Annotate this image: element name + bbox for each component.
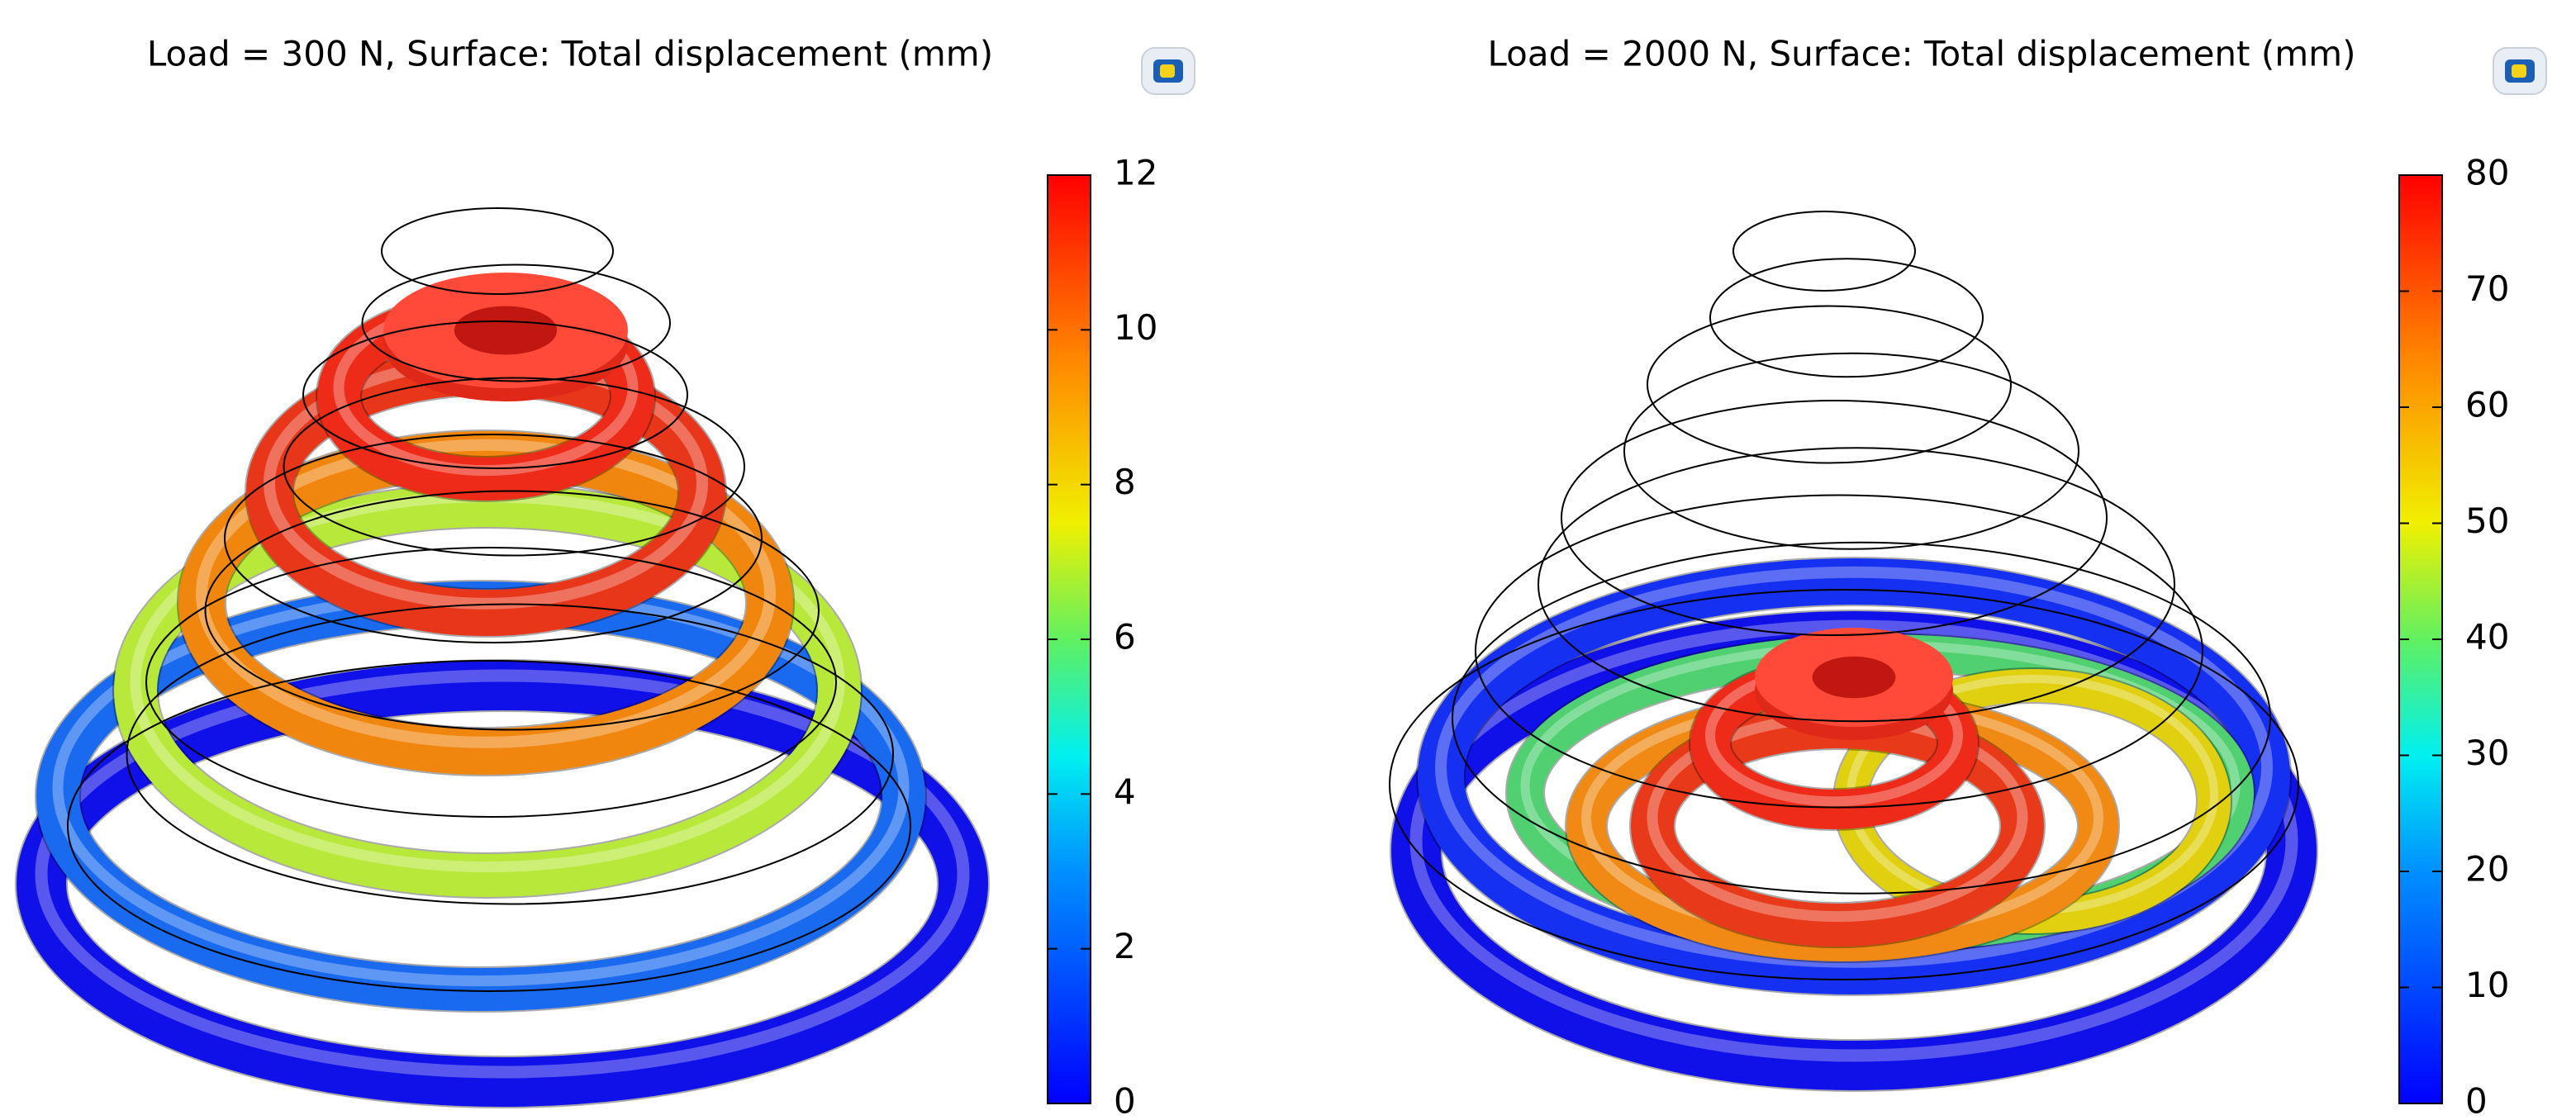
colorbar-tick-label: 40 xyxy=(2465,617,2509,657)
undeformed-outline xyxy=(67,660,911,992)
undeformed-outline xyxy=(1623,352,2079,550)
undeformed-outline xyxy=(1709,258,1984,378)
colorbar-tick-label: 10 xyxy=(1114,307,1157,348)
colorbar-tick-label: 60 xyxy=(2465,385,2509,425)
panel-title: Load = 2000 N, Surface: Total displaceme… xyxy=(1488,34,2356,74)
undeformed-outline xyxy=(1538,447,2175,723)
app-icon-dot xyxy=(2512,64,2526,78)
undeformed-outline xyxy=(381,207,614,295)
undeformed-outline xyxy=(1561,400,2108,636)
colorbar-tick-label: 4 xyxy=(1114,771,1136,812)
colorbar-tick-label: 6 xyxy=(1114,617,1136,657)
app-icon-dot xyxy=(1160,64,1175,78)
colorbar-tick-label: 20 xyxy=(2465,849,2509,890)
colorbar-tick-label: 10 xyxy=(2465,965,2509,1005)
colorbar-tick-label: 12 xyxy=(1114,153,1157,193)
colorbar-tick-label: 70 xyxy=(2465,268,2509,309)
plot-panel: Load = 300 N, Surface: Total displacemen… xyxy=(15,34,1195,1120)
undeformed-outline xyxy=(1732,211,1916,292)
colorbar-tick-label: 0 xyxy=(2465,1081,2488,1120)
colorbar-tick-label: 50 xyxy=(2465,501,2509,541)
panel-title: Load = 300 N, Surface: Total displacemen… xyxy=(147,34,993,74)
coil-highlight xyxy=(35,669,970,1079)
coil-highlight xyxy=(1409,619,2298,1062)
plot-panel: Load = 2000 N, Surface: Total displaceme… xyxy=(1389,34,2547,1120)
coil-highlight xyxy=(196,439,776,748)
undeformed-outline xyxy=(1647,305,2012,464)
undeformed-outline xyxy=(126,603,894,905)
colorbar-tick-label: 8 xyxy=(1114,462,1136,502)
colorbar-tick-label: 2 xyxy=(1114,926,1136,966)
spring-hole xyxy=(454,306,558,355)
undeformed-outline xyxy=(302,320,688,469)
undeformed-outline xyxy=(1389,589,2299,980)
spring-hole xyxy=(1812,656,1896,699)
undeformed-outline xyxy=(224,434,763,643)
undeformed-outline xyxy=(361,263,671,382)
colorbar-tick-label: 30 xyxy=(2465,733,2509,773)
colorbar-tick-label: 80 xyxy=(2465,153,2509,193)
coil-highlight xyxy=(1435,566,2273,968)
undeformed-outline xyxy=(145,547,837,818)
undeformed-outline xyxy=(283,377,745,557)
undeformed-outline xyxy=(1475,494,2203,809)
colorbar-tick-label: 0 xyxy=(1114,1081,1136,1120)
spring-coil xyxy=(17,661,988,1107)
spring-coil xyxy=(114,484,861,897)
spring-coil xyxy=(1418,558,2290,994)
undeformed-outline xyxy=(204,490,820,731)
